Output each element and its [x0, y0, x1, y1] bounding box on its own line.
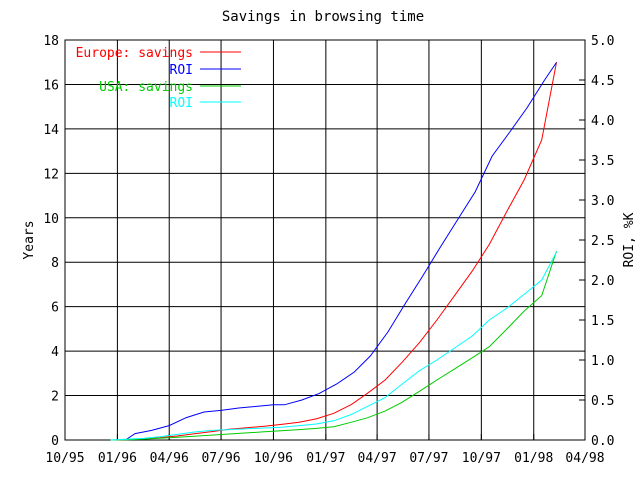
- y2-tick-label: 3.5: [591, 154, 614, 169]
- y2-tick-label: 0.0: [591, 434, 614, 449]
- x-tick-label: 01/97: [306, 451, 345, 466]
- y-tick-label: 16: [43, 78, 59, 93]
- series-lines: [110, 62, 557, 441]
- x-tick-label: 01/96: [98, 451, 137, 466]
- x-tick-label: 04/98: [565, 451, 604, 466]
- y-tick-label: 18: [43, 34, 59, 49]
- series-line-1: [110, 62, 557, 441]
- y2-tick-label: 0.5: [591, 394, 614, 409]
- chart-title: Savings in browsing time: [222, 9, 424, 25]
- series-line-2: [125, 62, 557, 441]
- y-tick-label: 10: [43, 212, 59, 227]
- x-tick-label: 10/97: [462, 451, 501, 466]
- x-tick-label: 04/97: [358, 451, 397, 466]
- x-tick-label: 07/96: [201, 451, 240, 466]
- y2-tick-label: 2.5: [591, 234, 614, 249]
- x-tick-label: 01/98: [514, 451, 553, 466]
- y-tick-label: 8: [51, 256, 59, 271]
- y-tick-label: 6: [51, 301, 59, 316]
- y-tick-label: 4: [51, 345, 59, 360]
- y2-tick-label: 2.0: [591, 274, 614, 289]
- legend-label-4: ROI: [170, 96, 193, 111]
- x-tick-label: 10/96: [254, 451, 293, 466]
- y2-tick-label: 5.0: [591, 34, 614, 49]
- grid: [64, 39, 586, 441]
- y-tick-label: 2: [51, 390, 59, 405]
- series-line-4: [110, 251, 557, 441]
- x-tick-label: 07/97: [409, 451, 448, 466]
- y2-tick-label: 4.0: [591, 114, 614, 129]
- y-tick-label: 14: [43, 123, 59, 138]
- tick-labels: 10/95 01/96 04/96 07/96 10/96 01/97 04/97 07/97…: [43, 34, 614, 466]
- x-tick-label: 04/96: [150, 451, 189, 466]
- x-tick-label: 10/95: [45, 451, 84, 466]
- y2-tick-label: 4.5: [591, 74, 614, 89]
- y-tick-label: 0: [51, 434, 59, 449]
- series-line-3: [110, 250, 557, 441]
- y-axis-label: Years: [22, 220, 37, 259]
- legend-label-3: USA: savings: [99, 80, 193, 95]
- legend-label-1: Europe: savings: [76, 46, 193, 61]
- y2-tick-label: 1.5: [591, 314, 614, 329]
- y2-tick-label: 3.0: [591, 194, 614, 209]
- legend-label-2: ROI: [170, 63, 193, 78]
- y-tick-label: 12: [43, 167, 59, 182]
- y2-tick-label: 1.0: [591, 354, 614, 369]
- y2-axis-label: ROI, %K: [622, 212, 637, 267]
- plot-frame: [64, 39, 586, 441]
